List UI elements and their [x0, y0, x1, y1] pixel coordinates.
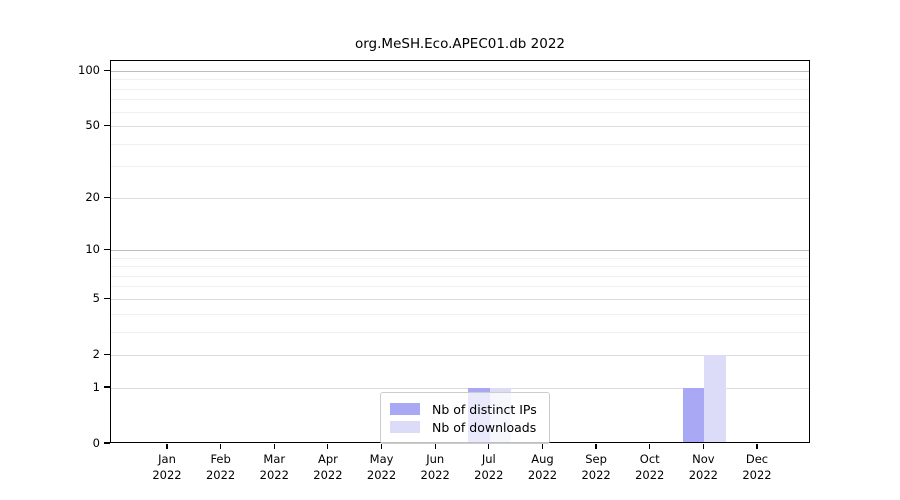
gridline	[111, 249, 809, 251]
x-tick	[380, 444, 383, 449]
y-tick-label: 10	[85, 241, 100, 256]
gridline	[111, 313, 809, 315]
x-tick	[434, 444, 436, 449]
x-tick-label: Nov 2022	[688, 452, 718, 482]
bar-downloads	[704, 355, 726, 442]
x-tick-label: Apr 2022	[313, 452, 343, 482]
x-tick	[595, 444, 597, 449]
x-tick	[273, 444, 275, 449]
x-tick	[488, 444, 490, 449]
x-tick-label: Sep 2022	[581, 452, 611, 482]
y-tick	[104, 353, 110, 355]
x-tick	[220, 444, 222, 449]
x-tick	[756, 444, 758, 449]
y-tick-label: 5	[92, 290, 100, 305]
gridline	[111, 126, 809, 128]
gridline	[111, 143, 809, 145]
gridline	[111, 266, 809, 268]
plot-area	[110, 60, 810, 443]
legend-swatch-distinct-ips	[390, 403, 420, 415]
gridline	[111, 286, 809, 288]
gridline	[111, 275, 809, 277]
y-tick	[104, 125, 110, 127]
x-tick-label: Oct 2022	[635, 452, 665, 482]
gridline	[111, 88, 809, 90]
y-tick-label: 2	[92, 346, 100, 361]
legend-label-distinct-ips: Nb of distinct IPs	[432, 401, 537, 417]
y-tick-label: 100	[78, 62, 100, 77]
legend-entry-downloads: Nb of downloads	[390, 419, 541, 435]
y-tick	[104, 297, 110, 299]
x-tick-label: Aug 2022	[527, 452, 558, 482]
x-tick-label: Jan 2022	[152, 452, 182, 482]
gridline	[111, 354, 809, 356]
legend: Nb of distinct IPs Nb of downloads	[380, 392, 550, 444]
y-tick	[104, 442, 110, 444]
y-tick	[104, 386, 110, 388]
x-tick-label: Dec 2022	[742, 452, 772, 482]
x-tick-label: Jun 2022	[420, 452, 450, 482]
y-tick	[104, 196, 110, 198]
bar-distinct-ips	[682, 388, 705, 442]
x-tick-label: Mar 2022	[259, 452, 289, 482]
y-tick-label: 20	[85, 189, 100, 204]
legend-label-downloads: Nb of downloads	[432, 419, 537, 435]
gridline	[111, 79, 809, 81]
gridline	[111, 257, 809, 259]
gridline	[111, 111, 809, 113]
x-tick	[541, 444, 544, 449]
gridline	[111, 70, 809, 72]
y-tick	[104, 69, 110, 72]
x-tick	[327, 444, 329, 449]
x-tick-label: Jul 2022	[474, 452, 504, 482]
y-tick-label: 1	[92, 379, 100, 394]
legend-entry-distinct-ips: Nb of distinct IPs	[390, 401, 541, 417]
y-tick-label: 50	[85, 118, 100, 133]
x-tick	[649, 444, 651, 449]
y-tick	[104, 248, 110, 251]
x-tick-label: May 2022	[366, 452, 397, 482]
legend-swatch-downloads	[390, 421, 420, 433]
x-tick-label: Feb 2022	[205, 452, 236, 482]
gridline	[111, 331, 809, 333]
x-tick	[166, 444, 168, 449]
y-tick-label: 0	[92, 435, 100, 450]
chart-title: org.MeSH.Eco.APEC01.db 2022	[354, 36, 565, 52]
gridline	[111, 99, 809, 101]
x-tick	[702, 444, 704, 449]
gridline	[111, 197, 809, 199]
gridline	[111, 298, 809, 300]
gridline	[111, 387, 809, 389]
gridline	[111, 166, 809, 168]
